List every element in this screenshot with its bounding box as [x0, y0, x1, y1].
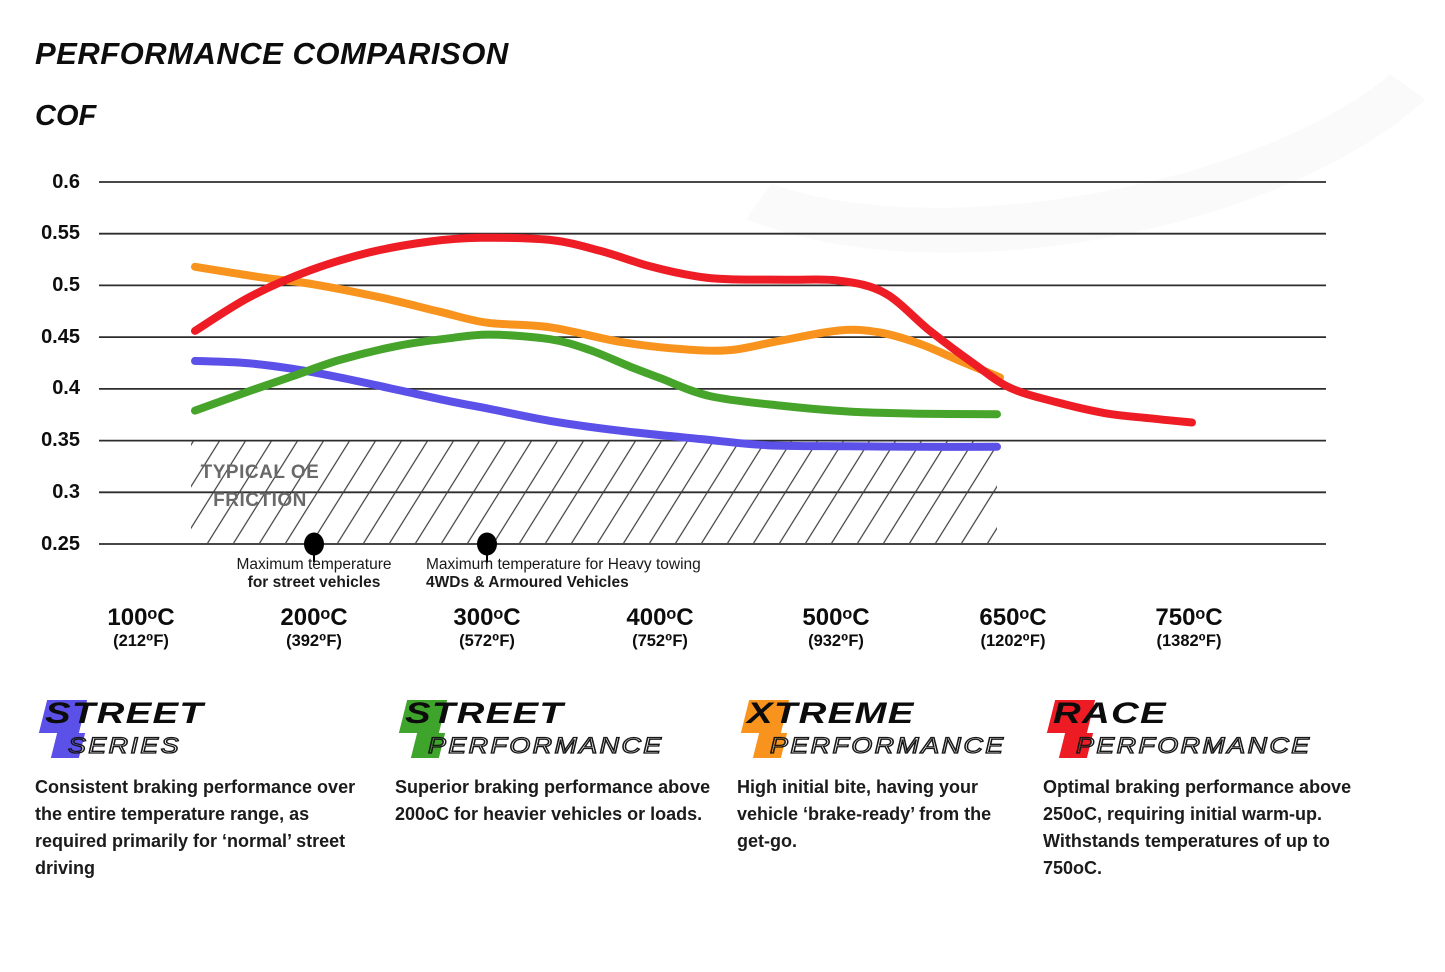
x-tick-celsius: 200ᵒC	[280, 604, 348, 631]
oe-friction-hatch-band	[191, 441, 997, 543]
marker-annotation-line2: 4WDs & Armoured Vehicles	[426, 574, 629, 591]
marker-annotation-line2: for street vehicles	[247, 574, 381, 591]
legend-description: Superior braking performance above 200oC…	[395, 777, 711, 824]
x-tick-fahrenheit: (752⁰F)	[632, 632, 688, 650]
race-performance-logo: RACE PERFORMANCE	[1043, 697, 1375, 763]
cof-axis-label: COF	[35, 100, 97, 132]
y-tick-label: 0.6	[52, 171, 80, 193]
y-tick-label: 0.5	[52, 274, 80, 296]
y-tick-label: 0.25	[41, 533, 80, 555]
x-tick-500c: 500ᵒC (932⁰F)	[746, 605, 926, 652]
x-tick-fahrenheit: (392⁰F)	[286, 632, 342, 650]
y-tick-label: 0.3	[52, 481, 80, 503]
max-temperature-dot	[477, 532, 497, 556]
street-performance-logo: STREET PERFORMANCE	[395, 697, 727, 763]
page-title: PERFORMANCE COMPARISON	[35, 36, 509, 71]
x-tick-celsius: 100ᵒC	[107, 604, 175, 631]
logo-sub-text: PERFORMANCE	[769, 733, 1006, 758]
marker-annotation-towing: Maximum temperature for Heavy towing 4WD…	[426, 556, 756, 592]
temperature-markers	[304, 532, 497, 562]
x-tick-750c: 750ᵒC (1382⁰F)	[1099, 605, 1279, 652]
x-tick-celsius: 750ᵒC	[1155, 604, 1223, 631]
cof-curves	[191, 233, 1196, 451]
chart-canvas	[99, 181, 1326, 562]
y-tick-label: 0.4	[52, 377, 80, 399]
legend-item-xtreme-performance: XTREME PERFORMANCE High initial bite, ha…	[737, 697, 1022, 855]
x-tick-fahrenheit: (1382⁰F)	[1156, 632, 1222, 650]
x-tick-celsius: 300ᵒC	[453, 604, 521, 631]
logo-main-text: STREET	[405, 697, 565, 730]
x-tick-650c: 650ᵒC (1202⁰F)	[923, 605, 1103, 652]
x-tick-300c: 300ᵒC (572⁰F)	[397, 605, 577, 652]
legend-description: Consistent braking performance over the …	[35, 777, 356, 878]
oe-friction-label-line2: FRICTION	[213, 490, 307, 511]
xtreme-performance-logo: XTREME PERFORMANCE	[737, 697, 1022, 763]
x-tick-fahrenheit: (932⁰F)	[808, 632, 864, 650]
legend-description: Optimal braking performance above 250oC,…	[1043, 777, 1352, 878]
legend-description: High initial bite, having your vehicle ‘…	[737, 777, 992, 851]
x-tick-fahrenheit: (572⁰F)	[459, 632, 515, 650]
curve-street-performance	[191, 330, 1001, 419]
x-tick-100c: 100ᵒC (212⁰F)	[51, 605, 231, 652]
curve-street-series	[191, 356, 1001, 451]
logo-main-text: RACE	[1053, 697, 1167, 730]
legend-item-street-series: STREET SERIES Consistent braking perform…	[35, 697, 370, 882]
logo-sub-text: PERFORMANCE	[1075, 733, 1312, 758]
oe-friction-label: TYPICAL OE FRICTION	[168, 459, 352, 515]
street-series-logo: STREET SERIES	[35, 697, 370, 763]
logo-main-text: XTREME	[747, 697, 915, 730]
marker-annotation-street: Maximum temperature for street vehicles	[199, 556, 429, 592]
legend-item-street-performance: STREET PERFORMANCE Superior braking perf…	[395, 697, 727, 828]
oe-friction-label-line1: TYPICAL OE	[200, 462, 320, 483]
x-tick-400c: 400ᵒC (752⁰F)	[570, 605, 750, 652]
max-temperature-dot	[304, 532, 324, 556]
x-tick-celsius: 650ᵒC	[979, 604, 1047, 631]
logo-sub-text: SERIES	[67, 733, 182, 758]
x-tick-celsius: 400ᵒC	[626, 604, 694, 631]
x-tick-celsius: 500ᵒC	[802, 604, 870, 631]
logo-main-text: STREET	[45, 697, 205, 730]
y-tick-label: 0.35	[41, 429, 80, 451]
x-tick-200c: 200ᵒC (392⁰F)	[224, 605, 404, 652]
marker-annotation-line1: Maximum temperature for Heavy towing	[426, 556, 701, 573]
logo-sub-text: PERFORMANCE	[427, 733, 664, 758]
y-tick-label: 0.55	[41, 222, 80, 244]
legend-item-race-performance: RACE PERFORMANCE Optimal braking perform…	[1043, 697, 1375, 882]
curve-race-performance	[191, 233, 1196, 427]
curve-xtreme-performance	[191, 262, 1004, 382]
x-tick-fahrenheit: (1202⁰F)	[980, 632, 1046, 650]
marker-annotation-line1: Maximum temperature	[236, 556, 392, 573]
x-tick-fahrenheit: (212⁰F)	[113, 632, 169, 650]
y-tick-label: 0.45	[41, 326, 80, 348]
